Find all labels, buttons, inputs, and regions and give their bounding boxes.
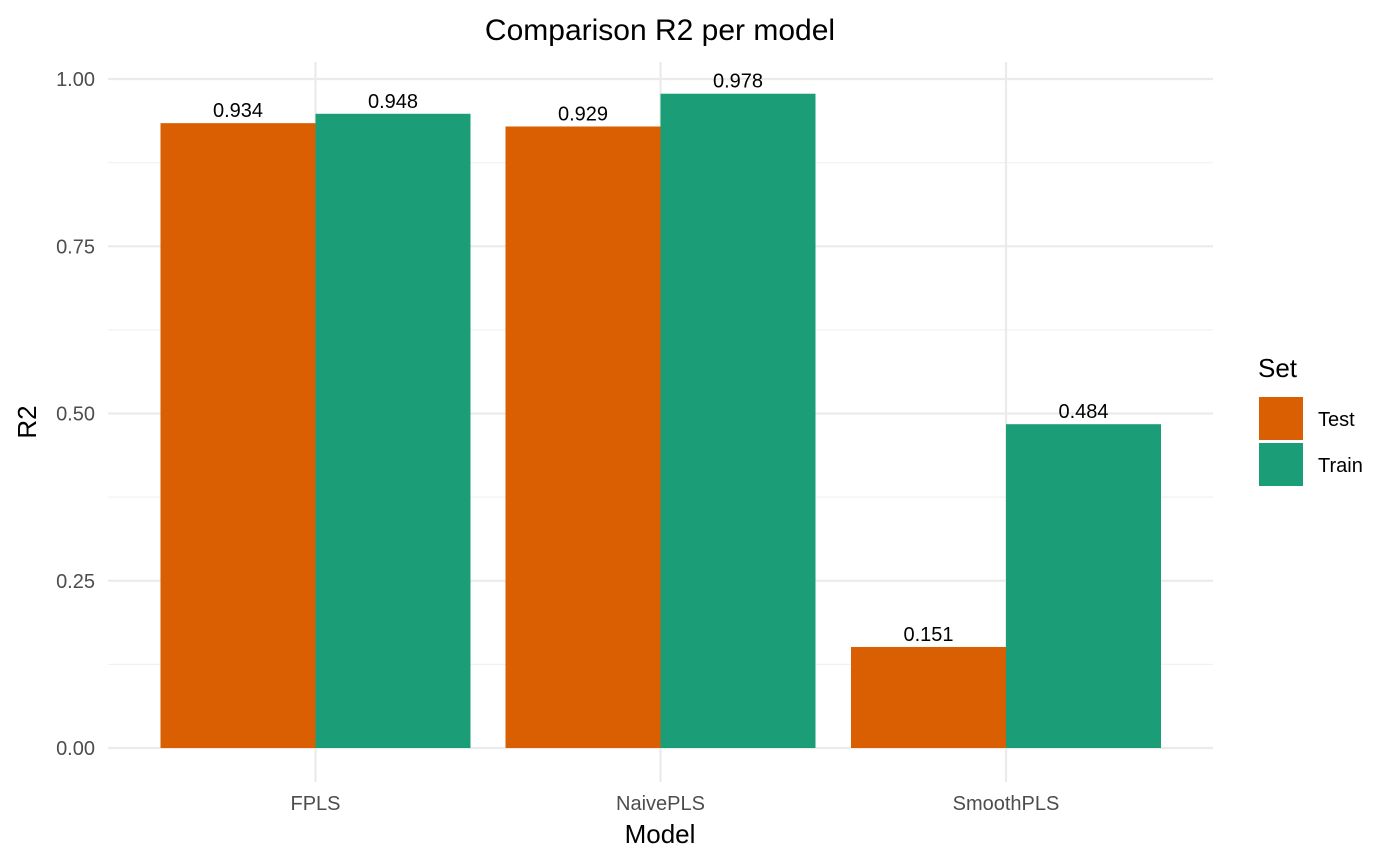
bar-train-naivepls: [660, 93, 816, 748]
legend-items: Test Train: [1259, 397, 1363, 486]
y-tick-label: 0.75: [56, 236, 95, 258]
y-axis-ticks: 0.00 0.25 0.50 0.75 1.00: [56, 69, 95, 760]
data-labels: 0.934 0.929 0.151 0.948 0.978 0.484: [213, 71, 1109, 646]
x-tick-label: SmoothPLS: [953, 793, 1060, 815]
chart-title: Comparison R2 per model: [485, 14, 835, 47]
data-label-test-fpls: 0.934: [213, 100, 263, 122]
legend-title: Set: [1258, 353, 1298, 383]
bar-test-naivepls: [505, 126, 661, 748]
y-axis-title: R2: [12, 405, 42, 438]
data-label-train-fpls: 0.948: [368, 91, 418, 113]
legend: Set Test Train: [1258, 353, 1363, 486]
y-tick-label: 0.25: [56, 571, 95, 593]
data-label-test-naivepls: 0.929: [558, 103, 608, 125]
bar-train-smoothpls: [1006, 424, 1161, 748]
legend-label-train: Train: [1318, 455, 1363, 477]
bar-test-fpls: [160, 123, 316, 749]
bar-train-fpls: [315, 113, 471, 748]
data-label-train-naivepls: 0.978: [713, 71, 763, 93]
legend-label-test: Test: [1318, 409, 1355, 431]
y-tick-label: 1.00: [56, 69, 95, 91]
bars: [160, 93, 1161, 749]
legend-key-test: [1259, 397, 1303, 440]
x-axis-title: Model: [625, 819, 696, 849]
x-axis-ticks: FPLS NaivePLS SmoothPLS: [290, 793, 1059, 815]
data-label-test-smoothpls: 0.151: [903, 624, 953, 646]
y-tick-label: 0.50: [56, 404, 95, 426]
x-tick-label: NaivePLS: [616, 793, 705, 815]
y-tick-label: 0.00: [56, 738, 95, 760]
data-label-train-smoothpls: 0.484: [1058, 401, 1108, 423]
legend-key-train: [1259, 443, 1303, 486]
x-tick-label: FPLS: [290, 793, 340, 815]
bar-test-smoothpls: [851, 646, 1006, 748]
